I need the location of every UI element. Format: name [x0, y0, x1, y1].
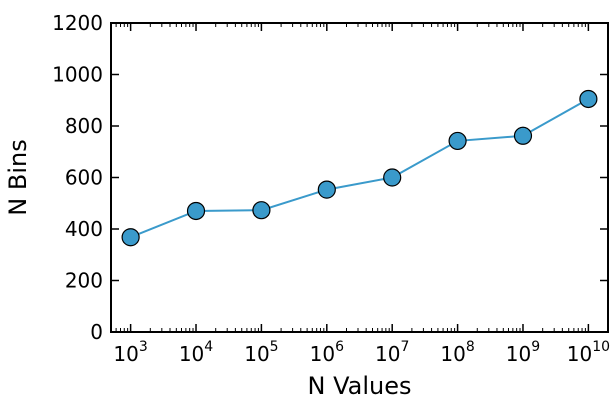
x-tick-exponent: 7 [400, 339, 409, 355]
x-tick-label: 107 [375, 339, 409, 366]
data-point [383, 168, 402, 187]
x-tick-base: 10 [179, 342, 204, 366]
x-tick-exponent: 10 [592, 339, 610, 355]
y-tick-label: 1000 [52, 63, 103, 87]
x-tick-exponent: 4 [204, 339, 213, 355]
x-tick-label: 109 [506, 339, 540, 366]
series-markers [121, 89, 598, 247]
data-point [186, 201, 206, 221]
x-tick-exponent: 6 [335, 339, 344, 355]
x-tick-exponent: 3 [139, 339, 148, 355]
series-line [130, 98, 589, 239]
y-tick-label: 400 [65, 217, 103, 241]
y-axis-label: N Bins [4, 139, 32, 215]
y-tick-label: 0 [90, 320, 103, 344]
y-tick-label: 1200 [52, 11, 103, 35]
y-tick-label: 600 [65, 166, 103, 190]
x-tick-label: 105 [244, 339, 278, 366]
axis-ticks [111, 22, 608, 333]
x-tick-label: 106 [310, 339, 344, 366]
y-tick-label: 800 [65, 114, 103, 138]
x-tick-base: 10 [113, 342, 138, 366]
data-point [448, 131, 467, 151]
data-point [317, 180, 336, 199]
data-point [252, 201, 271, 220]
y-tick-label: 200 [65, 269, 103, 293]
y-tick-labels: 0 200 400 600 800 1000 1200 [52, 11, 103, 344]
x-tick-label: 103 [113, 339, 147, 366]
x-tick-base: 10 [375, 342, 400, 366]
x-tick-base: 10 [244, 342, 269, 366]
x-tick-exponent: 5 [270, 339, 279, 355]
x-tick-base: 10 [310, 342, 335, 366]
x-tick-label: 104 [179, 339, 213, 366]
x-tick-label: 108 [440, 339, 474, 366]
x-tick-exponent: 8 [466, 339, 475, 355]
x-tick-base: 10 [567, 342, 592, 366]
x-tick-label: 1010 [567, 339, 610, 366]
x-tick-labels: 103 104 105 106 107 108 109 1010 [113, 339, 610, 366]
data-point [579, 89, 598, 109]
data-point [513, 126, 533, 145]
plot-frame [110, 22, 609, 333]
x-tick-exponent: 9 [531, 339, 540, 355]
data-point [121, 228, 140, 247]
x-tick-base: 10 [506, 342, 531, 366]
x-axis-label: N Values [308, 372, 412, 400]
x-tick-base: 10 [440, 342, 465, 366]
